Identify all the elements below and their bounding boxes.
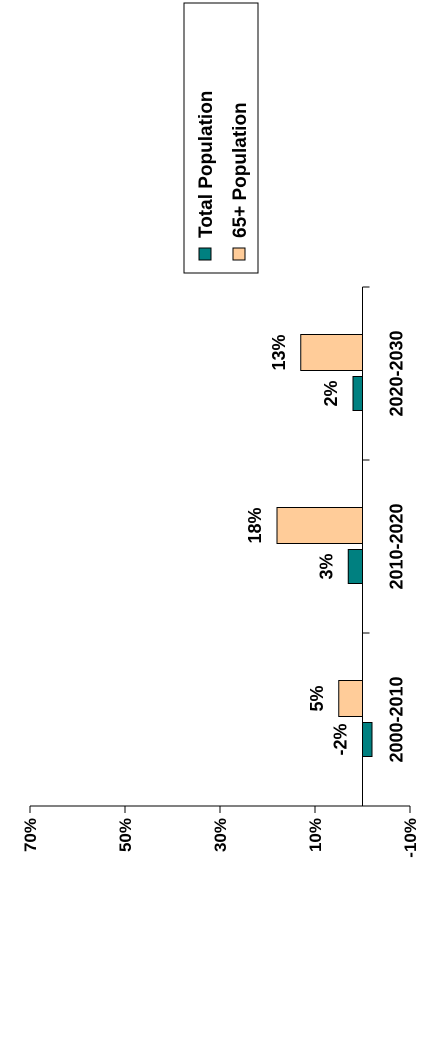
value-tick-label: 70% bbox=[21, 818, 40, 852]
category-label: 2020-2030 bbox=[387, 330, 407, 416]
bar-65-population bbox=[276, 507, 363, 544]
value-tick-label: -10% bbox=[401, 818, 420, 858]
chart-axes bbox=[29, 286, 411, 813]
category-label: 2010-2020 bbox=[387, 503, 407, 589]
legend-label: 65+ Population bbox=[230, 102, 251, 238]
value-tick-label: 30% bbox=[211, 818, 230, 852]
chart-tick-labels: -10% 10% 30% 50% 70% 2000-2010 2010-2020 2020-2… bbox=[21, 330, 420, 857]
category-label: 2000-2010 bbox=[387, 676, 407, 762]
bar-total-population bbox=[347, 549, 363, 584]
legend-box bbox=[183, 2, 259, 274]
bar-total-population bbox=[352, 376, 363, 411]
chart-data-labels: -2%5% 3% 18% 2% 13% bbox=[245, 334, 351, 755]
legend-label: Total Population bbox=[196, 91, 217, 238]
data-label: 2% bbox=[321, 380, 341, 406]
data-label: 18% bbox=[245, 507, 265, 543]
bar-65-population bbox=[300, 334, 363, 371]
bar-65-population bbox=[338, 680, 363, 717]
data-label: -2% bbox=[331, 723, 351, 755]
data-label: 3% bbox=[316, 553, 336, 579]
data-label: 5% bbox=[307, 685, 327, 711]
legend-swatch bbox=[232, 247, 246, 261]
value-tick-label: 10% bbox=[306, 818, 325, 852]
bar-total-population bbox=[362, 722, 373, 757]
value-tick-label: 50% bbox=[116, 818, 135, 852]
data-label: 13% bbox=[269, 334, 289, 370]
legend-swatch bbox=[198, 247, 212, 261]
chart-bars bbox=[276, 334, 373, 757]
legend: Total Population 65+ Population bbox=[183, 2, 259, 274]
